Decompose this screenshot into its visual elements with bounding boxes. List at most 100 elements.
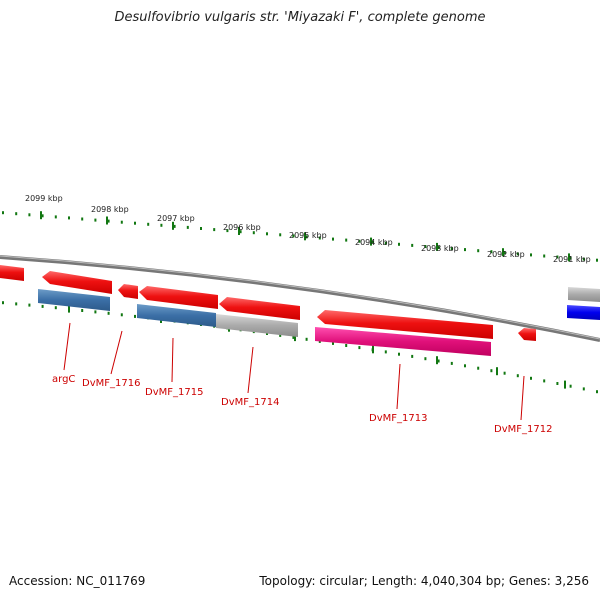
tick-dot <box>54 215 57 219</box>
tick-major <box>40 211 42 220</box>
tick-major <box>502 248 504 257</box>
tick-dot <box>226 229 229 233</box>
label-leader <box>396 363 401 410</box>
tick-dot <box>543 254 546 258</box>
tick-dot <box>477 366 480 370</box>
tick-dot <box>503 371 506 375</box>
gene-label-dvmf1715[interactable]: DvMF_1715 <box>145 387 203 398</box>
tick-dot <box>213 228 216 232</box>
tick-major <box>436 242 438 251</box>
tick-dot <box>15 302 18 306</box>
tick-dot <box>516 252 519 256</box>
tick-dot <box>332 341 334 345</box>
gene-arrow-fwd[interactable] <box>0 265 24 281</box>
tick-dot <box>252 231 255 235</box>
tick-dot <box>424 245 427 248</box>
gene-arrow-fwd[interactable] <box>219 297 300 320</box>
tick-dot <box>569 384 572 388</box>
tick-dot <box>490 250 493 254</box>
tick-dot <box>279 333 282 337</box>
gene-label-dvmf1713[interactable]: DvMF_1713 <box>369 413 427 424</box>
tick-dot <box>54 306 57 310</box>
tick-dot <box>134 314 136 318</box>
tick-dot <box>279 233 282 237</box>
tick-dot <box>186 225 189 229</box>
gene-block-argc[interactable] <box>38 289 110 311</box>
tick-dot <box>516 374 519 378</box>
tick-dot <box>107 219 110 223</box>
tick-dot <box>582 387 585 391</box>
tick-dot <box>398 352 400 356</box>
tick-dot <box>120 220 123 224</box>
tick-major <box>68 304 70 313</box>
tick-major <box>564 380 566 389</box>
tick-dot <box>411 354 414 358</box>
tick-dot <box>530 253 532 257</box>
tick-dot <box>437 359 440 363</box>
tick-dot <box>384 350 387 354</box>
tick-dot <box>266 232 268 236</box>
tick-dot <box>2 211 4 215</box>
tick-dot <box>305 235 308 239</box>
tick-major <box>372 345 374 354</box>
tick-major <box>106 216 108 225</box>
tick-dot <box>530 376 532 380</box>
tick-dot <box>384 241 387 245</box>
label-leader <box>247 346 254 394</box>
tick-dot <box>147 222 150 226</box>
tick-dot <box>15 212 18 216</box>
tick-dot <box>543 379 546 383</box>
tick-dot <box>239 230 242 234</box>
gene-arrow-fwd[interactable] <box>518 328 536 341</box>
gene-block-dvmf1715[interactable] <box>137 304 216 327</box>
tick-major <box>238 227 240 235</box>
tick-dot <box>173 224 176 228</box>
tick-dot <box>292 234 295 238</box>
tick-dot <box>160 223 163 227</box>
kbp-label: 2095 kbp <box>289 231 327 240</box>
gene-block-dvmf1713[interactable] <box>315 327 491 356</box>
label-leader <box>520 375 525 421</box>
tick-dot <box>556 382 559 385</box>
tick-major <box>370 237 372 246</box>
tick-dot <box>424 357 427 361</box>
tick-major <box>436 356 438 365</box>
kbp-label: 2092 kbp <box>487 250 525 259</box>
tick-dot <box>345 344 348 347</box>
tick-dot <box>2 301 4 305</box>
tick-dot <box>292 335 295 339</box>
genome-backbone <box>0 255 600 342</box>
kbp-label: 2099 kbp <box>25 194 63 203</box>
gene-label-dvmf1716[interactable]: DvMF_1716 <box>82 378 140 389</box>
tick-dot <box>318 236 321 240</box>
gene-label-dvmf1712[interactable]: DvMF_1712 <box>494 424 552 435</box>
tick-dot <box>332 237 334 241</box>
gene-block-right-blue[interactable] <box>567 305 600 320</box>
tick-dot <box>464 364 466 368</box>
tick-dot <box>477 249 480 253</box>
gene-label-dvmf1714[interactable]: DvMF_1714 <box>221 397 279 408</box>
tick-dot <box>437 246 440 249</box>
label-leader <box>171 337 174 383</box>
tick-dot <box>345 238 348 242</box>
tick-dot <box>305 337 308 341</box>
gene-label-argc[interactable]: argC <box>52 374 75 385</box>
tick-dot <box>107 311 110 315</box>
gene-block-right-gray[interactable] <box>568 287 600 302</box>
gene-arrow-fwd[interactable] <box>118 284 138 299</box>
tick-dot <box>81 217 84 221</box>
genome-stats-text: Topology: circular; Length: 4,040,304 bp… <box>259 574 589 588</box>
tick-major <box>568 253 570 262</box>
kbp-label: 2093 kbp <box>421 244 459 253</box>
gene-arrow-fwd[interactable] <box>317 310 493 339</box>
gene-block-dvmf1714[interactable] <box>216 314 298 337</box>
outer-tick-ring <box>2 211 598 262</box>
genome-title: Desulfovibrio vulgaris str. 'Miyazaki F'… <box>114 10 486 25</box>
gene-arrow-fwd[interactable] <box>42 271 112 294</box>
kbp-label: 2091 kbp <box>553 255 591 264</box>
gene-arrow-fwd[interactable] <box>139 286 218 309</box>
genome-backbone-highlight <box>0 255 600 340</box>
tick-dot <box>450 361 453 365</box>
tick-dot <box>411 243 414 247</box>
